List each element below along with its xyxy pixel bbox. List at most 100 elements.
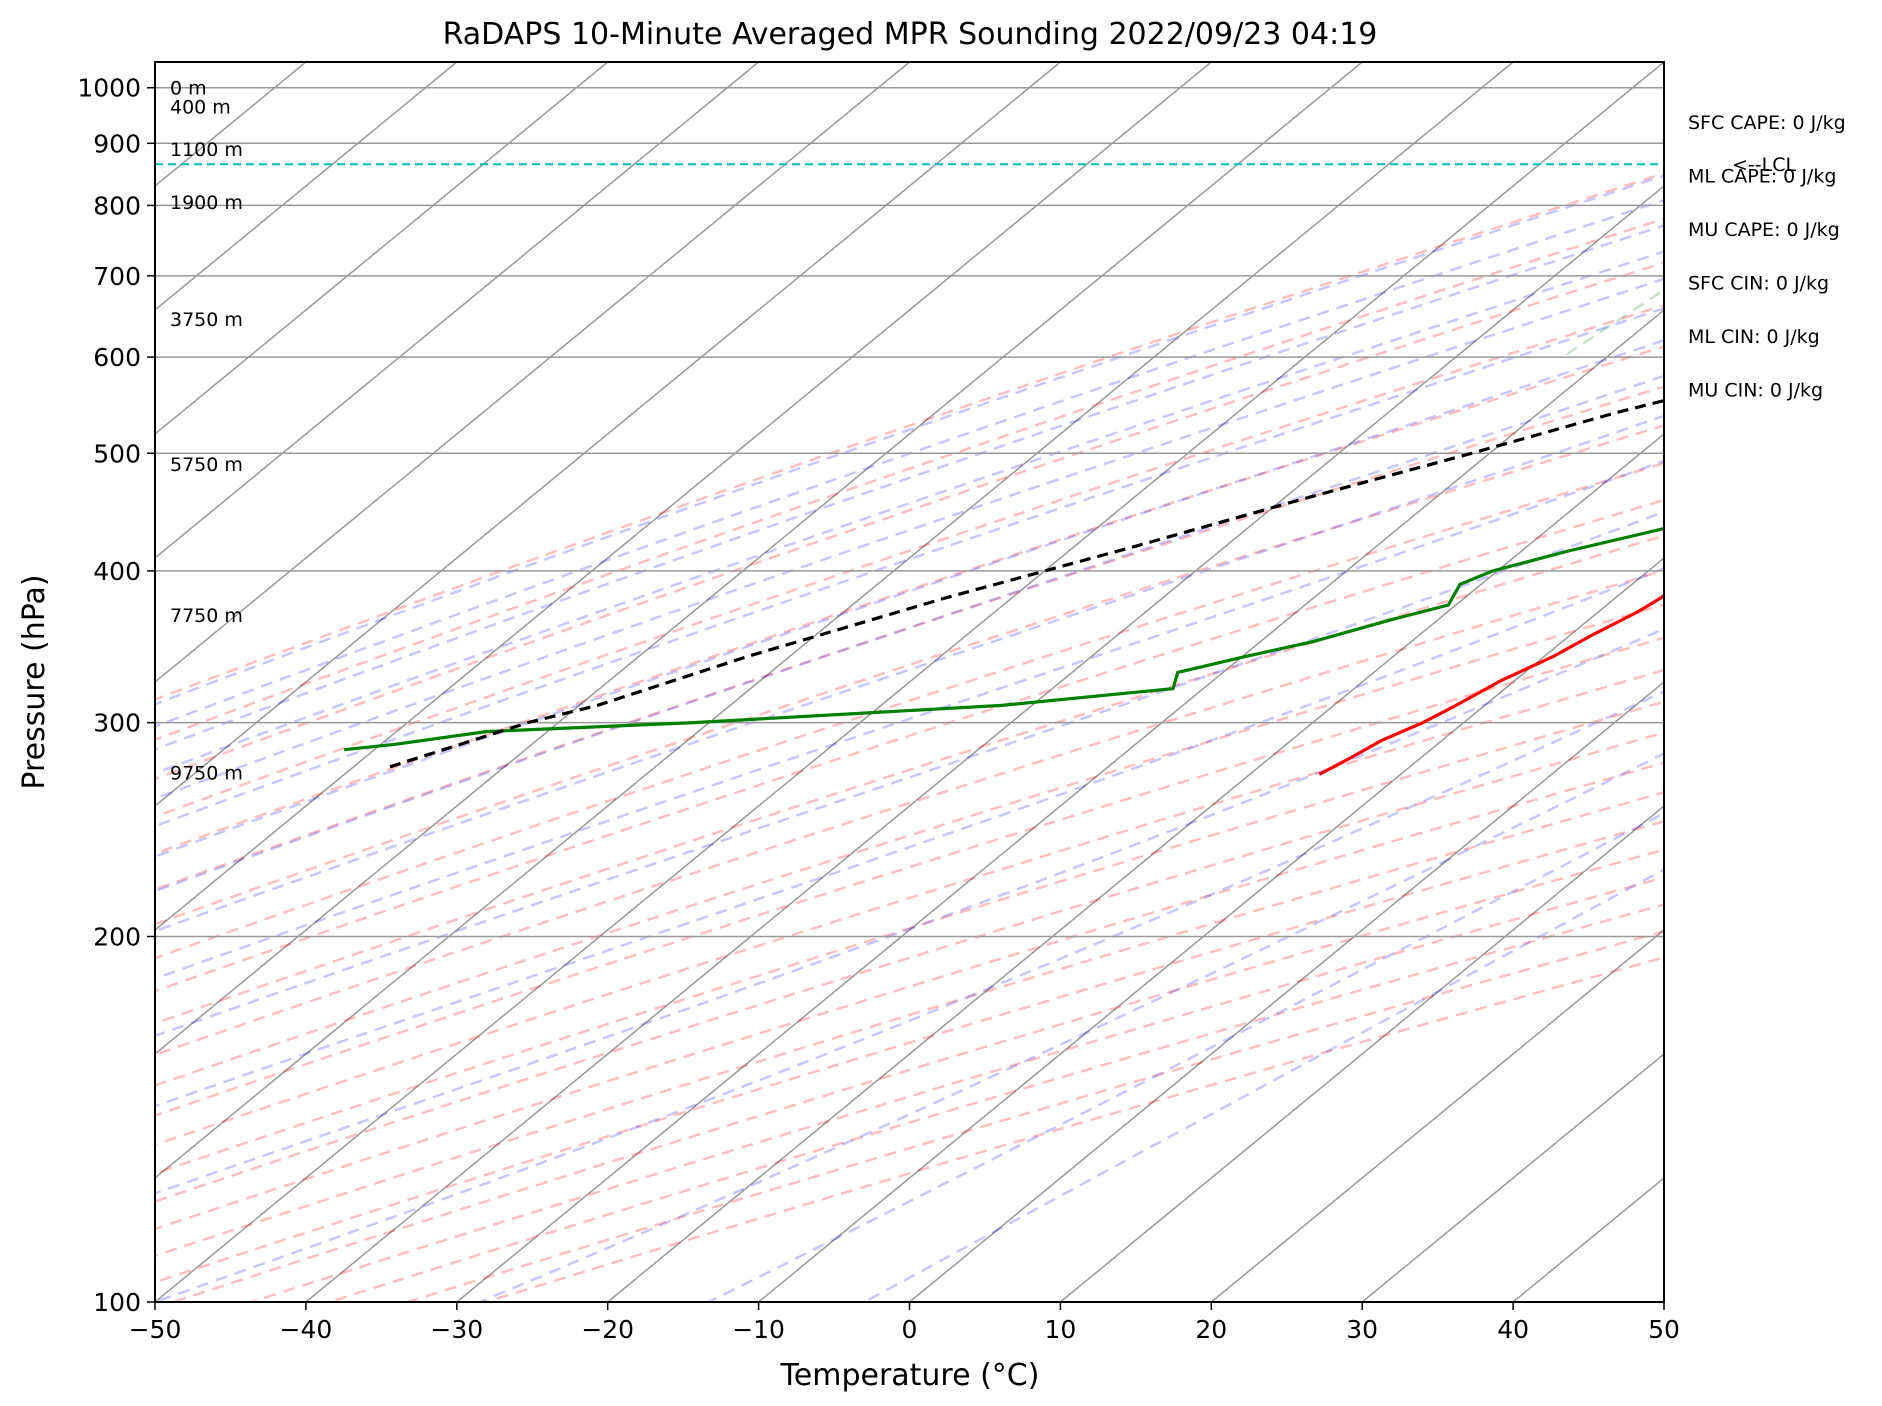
y-tick-label: 300 [93, 709, 141, 738]
isotherm-line [1059, 805, 1664, 1302]
dry-adiabat-line [155, 461, 1664, 960]
dry-adiabat-line [155, 569, 1664, 1057]
x-axis-ticks: −50 −40 −30 −20 −10 0 10 20 30 40 50 [129, 1302, 1680, 1344]
y-axis-label: Pressure (hPa) [17, 574, 52, 789]
stability-index-label: MU CIN: 0 J/kg [1688, 380, 1823, 402]
height-label: 400 m [170, 97, 231, 119]
chart-title: RaDAPS 10-Minute Averaged MPR Sounding 2… [443, 17, 1378, 52]
y-tick-label: 200 [93, 922, 141, 951]
stability-index-label: ML CAPE: 0 J/kg [1688, 166, 1836, 188]
isotherm-line [1361, 1053, 1664, 1302]
lcl-label: <--LCL [1732, 154, 1796, 176]
background-lines [155, 62, 1882, 1302]
dry-adiabat-line [155, 424, 1664, 926]
isotherm-line [305, 185, 1664, 1302]
isotherm-line [909, 681, 1664, 1302]
isotherm-line [1663, 1301, 1664, 1302]
isotherm-line [155, 62, 609, 435]
moist-adiabat-line [155, 199, 1664, 728]
dry-adiabat-line [155, 636, 1664, 1117]
moist-adiabat-line [155, 306, 1664, 828]
moist-adiabat-line [155, 338, 1664, 858]
dry-adiabat-line [155, 761, 1664, 1231]
dry-adiabat-line [155, 534, 1664, 1025]
isotherm-line [155, 62, 458, 311]
height-label: 1100 m [170, 139, 243, 161]
moist-adiabat-line [708, 811, 1664, 1302]
stability-index-label: SFC CIN: 0 J/kg [1688, 273, 1829, 295]
mixing-ratio-line [1561, 288, 1664, 359]
height-label: 0 m [170, 78, 207, 100]
moist-adiabat-line [155, 174, 1664, 706]
dry-adiabat-line [155, 668, 1664, 1147]
stability-index-label: ML CIN: 0 J/kg [1688, 326, 1820, 348]
moist-adiabat-line [155, 414, 1664, 933]
parcel-profile-line [384, 398, 1664, 771]
y-tick-label: 800 [93, 191, 141, 220]
moist-adiabat-line [155, 277, 1664, 800]
x-tick-label: −40 [280, 1315, 333, 1344]
y-tick-label: 100 [93, 1288, 141, 1317]
moist-adiabat-line [155, 627, 1664, 1195]
dry-adiabat-line [155, 345, 1664, 855]
dry-adiabat-line [155, 700, 1664, 1175]
isotherm-line [155, 62, 1061, 807]
x-tick-label: −30 [430, 1315, 483, 1344]
y-tick-label: 700 [93, 262, 141, 291]
stability-index-label: SFC CAPE: 0 J/kg [1688, 112, 1846, 134]
isotherm-line [758, 557, 1664, 1302]
stability-indices: SFC CAPE: 0 J/kg ML CAPE: 0 J/kg MU CAPE: … [1688, 112, 1846, 402]
dry-adiabat-line [155, 261, 1664, 781]
isotherm-line [1512, 1177, 1664, 1302]
moist-adiabat-line [155, 566, 1664, 1108]
y-tick-label: 500 [93, 439, 141, 468]
dry-adiabat-line [155, 217, 1664, 742]
x-tick-label: −50 [129, 1315, 182, 1344]
mixing-ratio-line [1712, 62, 1882, 357]
moist-adiabat-line [479, 752, 1664, 1302]
moist-adiabat-line [155, 374, 1664, 893]
x-tick-label: 30 [1346, 1315, 1378, 1344]
dry-adiabat-line [155, 819, 1664, 1284]
height-label: 9750 m [170, 762, 243, 784]
height-label: 3750 m [170, 309, 243, 331]
x-tick-label: −20 [581, 1315, 634, 1344]
x-tick-label: 50 [1648, 1315, 1680, 1344]
dry-adiabat-line [155, 791, 1664, 1258]
isobar-grid [155, 86, 1664, 1302]
height-label: 1900 m [170, 192, 243, 214]
isotherm-line [155, 62, 910, 683]
dry-adiabat-line [485, 956, 1664, 1302]
dry-adiabat-line [407, 930, 1664, 1302]
y-tick-label: 1000 [77, 74, 141, 103]
dry-adiabat-line [155, 171, 1664, 701]
height-label: 5750 m [170, 454, 243, 476]
dry-adiabat-line [155, 304, 1664, 819]
moist-adiabat-line [155, 224, 1664, 751]
isotherm-line [155, 62, 1514, 1179]
dry-adiabat-line [155, 385, 1664, 891]
dry-adiabat-line [155, 498, 1664, 993]
temperature-profile-line [1318, 594, 1664, 776]
isotherm-line [155, 62, 1212, 931]
height-label: 7750 m [170, 605, 243, 627]
mixing-ratio-line [1834, 62, 1882, 357]
x-tick-label: −10 [732, 1315, 785, 1344]
x-tick-label: 0 [902, 1315, 918, 1344]
x-tick-label: 10 [1044, 1315, 1076, 1344]
x-axis-label: Temperature (°C) [780, 1358, 1040, 1393]
dry-adiabat-line [155, 731, 1664, 1203]
dry-adiabat-line [155, 603, 1664, 1087]
moist-adiabat-line [155, 459, 1664, 980]
isotherm-line [1210, 929, 1664, 1302]
y-tick-label: 600 [93, 343, 141, 372]
series-group [344, 398, 1664, 776]
dewpoint-profile-line [344, 526, 1664, 752]
isotherm-line [607, 433, 1664, 1302]
isotherm-line [155, 62, 1363, 1055]
dry-adiabat-line [329, 903, 1664, 1302]
isotherm-line [456, 309, 1664, 1302]
moist-adiabat-line [155, 250, 1664, 775]
